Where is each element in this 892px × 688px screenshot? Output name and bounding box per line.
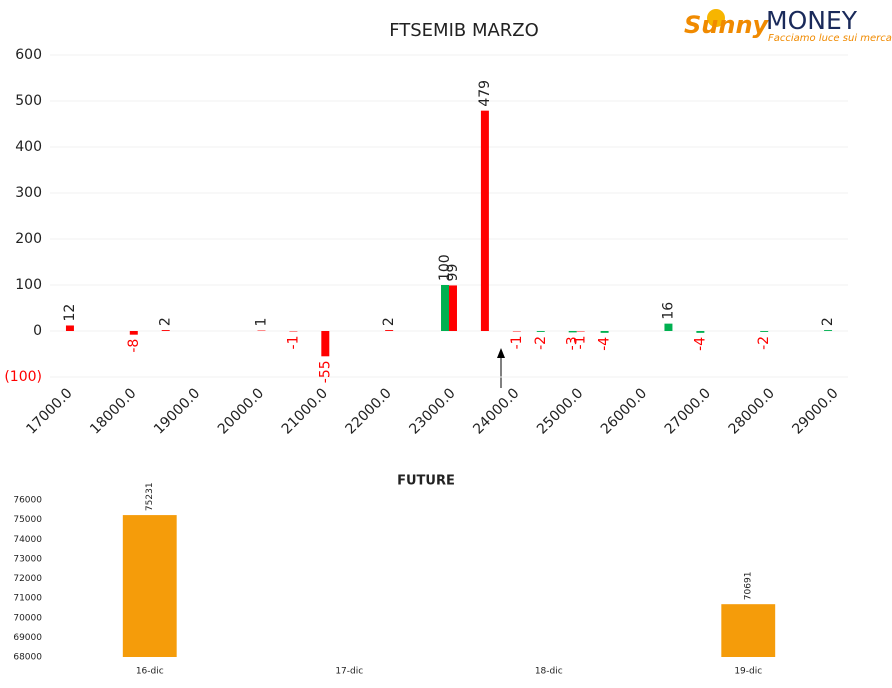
x-tick-label: 17-dic bbox=[335, 667, 363, 677]
data-label: 479 bbox=[477, 80, 493, 107]
bar bbox=[824, 330, 833, 331]
bar bbox=[568, 331, 577, 333]
chart-title: FUTURE bbox=[397, 474, 455, 489]
y-tick-label: 73000 bbox=[13, 554, 42, 564]
data-label: 100 bbox=[437, 254, 453, 281]
x-tick-label: 18-dic bbox=[535, 667, 563, 677]
bar bbox=[480, 110, 489, 331]
y-tick-label: 76000 bbox=[13, 496, 42, 506]
logo: Sunny MONEY Facciamo luce sui mercati bbox=[684, 6, 892, 44]
y-tick-label: 69000 bbox=[13, 633, 42, 643]
y-tick-label: 600 bbox=[15, 47, 42, 63]
y-tick-label: 70000 bbox=[13, 613, 42, 623]
data-label: -1 bbox=[573, 335, 589, 349]
bar bbox=[600, 331, 609, 333]
y-tick-label: 500 bbox=[15, 93, 42, 109]
data-label: -1 bbox=[509, 335, 525, 349]
chart-title: FTSEMIB MARZO bbox=[389, 20, 539, 41]
bar bbox=[760, 331, 769, 332]
data-label: -3 bbox=[565, 336, 581, 350]
bar bbox=[65, 325, 74, 331]
y-tick-label: 400 bbox=[15, 139, 42, 155]
logo-brand: Sunny bbox=[684, 11, 770, 39]
data-label: 12 bbox=[62, 304, 78, 322]
bar bbox=[129, 331, 138, 335]
data-label: -4 bbox=[597, 337, 613, 351]
y-tick-label: 68000 bbox=[13, 653, 42, 663]
data-label: 2 bbox=[381, 317, 397, 326]
bar bbox=[321, 331, 330, 357]
y-tick-label: 100 bbox=[15, 277, 42, 293]
data-label: 99 bbox=[445, 264, 461, 282]
x-tick-label: 19-dic bbox=[734, 667, 762, 677]
data-label: -1 bbox=[285, 335, 301, 349]
data-label: -55 bbox=[317, 360, 333, 383]
bar bbox=[696, 331, 705, 333]
y-tick-label: 0 bbox=[33, 323, 42, 339]
y-tick-label: 74000 bbox=[13, 535, 42, 545]
data-label: 2 bbox=[158, 317, 174, 326]
bar bbox=[721, 604, 776, 657]
logo-tagline: Facciamo luce sui mercati bbox=[768, 33, 892, 44]
y-tick-label: 71000 bbox=[13, 594, 42, 604]
data-label: 75231 bbox=[145, 482, 155, 511]
bar bbox=[664, 323, 673, 331]
data-label: 70691 bbox=[744, 572, 754, 601]
y-tick-label: (100) bbox=[4, 369, 42, 385]
data-label: -8 bbox=[126, 339, 142, 353]
y-tick-label: 72000 bbox=[13, 574, 42, 584]
bar bbox=[122, 515, 177, 657]
y-tick-label: 300 bbox=[15, 185, 42, 201]
y-tick-label: 200 bbox=[15, 231, 42, 247]
logo-name: MONEY bbox=[766, 6, 858, 35]
x-tick-label: 16-dic bbox=[136, 667, 164, 677]
data-label: 2 bbox=[820, 317, 836, 326]
data-label: -2 bbox=[756, 336, 772, 350]
data-label: 1 bbox=[253, 318, 269, 327]
data-label: 16 bbox=[660, 302, 676, 320]
bar bbox=[449, 285, 457, 331]
bar bbox=[536, 331, 545, 332]
y-tick-label: 75000 bbox=[13, 515, 42, 525]
bar bbox=[441, 285, 449, 331]
logo-sun bbox=[707, 9, 725, 27]
bar bbox=[385, 330, 394, 331]
data-label: -4 bbox=[692, 337, 708, 351]
data-label: -2 bbox=[533, 336, 549, 350]
arrow-annotation bbox=[497, 348, 505, 388]
bar bbox=[161, 330, 170, 331]
